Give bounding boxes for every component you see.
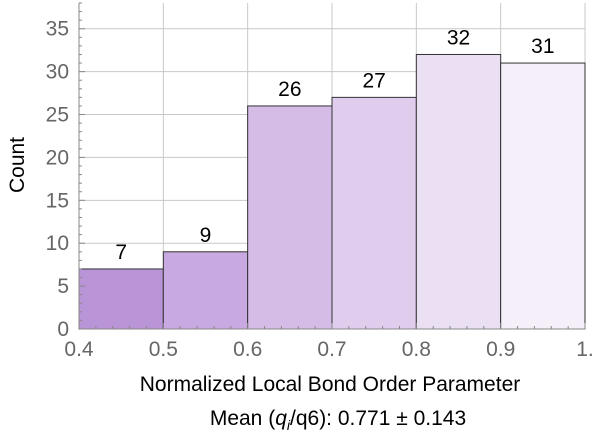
x-tick-label: 0.8	[402, 338, 431, 361]
x-tick-label: 0.6	[233, 338, 262, 361]
histogram-bar	[162, 251, 249, 330]
y-tick-label: 20	[46, 146, 69, 169]
histogram-bar	[415, 53, 502, 330]
axes	[78, 2, 586, 330]
x-axis-title: Normalized Local Bond Order Parameter	[140, 373, 521, 396]
bars	[78, 53, 586, 330]
histogram-bar	[331, 96, 417, 330]
bar-count-label: 7	[115, 241, 127, 264]
bar-count-label: 27	[362, 69, 385, 92]
y-tick-label: 25	[46, 104, 69, 127]
bar-count-label: 31	[531, 35, 554, 58]
x-tick-label: 0.7	[317, 338, 346, 361]
y-axis-title: Count	[6, 137, 29, 193]
tick-labels: 0 5 10 15 20 25 30 35 0.4 0.5 0.6 0.7 0.8 0.9 1.	[46, 18, 594, 361]
x-tick-label: 0.9	[486, 338, 515, 361]
bar-count-label: 9	[200, 224, 212, 247]
y-tick-label: 15	[46, 189, 69, 212]
histogram-bar	[78, 268, 164, 330]
subtitle-suffix: /q6): 0.771 ± 0.143	[290, 407, 466, 430]
bar-count-label: 26	[278, 78, 301, 101]
x-tick-label: 1.	[576, 338, 594, 361]
subtitle-q: q	[275, 407, 287, 430]
y-tick-label: 5	[57, 275, 69, 298]
data-labels: 7 9 26 27 32 31	[115, 26, 554, 263]
y-tick-label: 30	[46, 61, 69, 84]
histogram-bar	[247, 105, 333, 330]
subtitle-subscript: i	[287, 417, 291, 433]
x-tick-label: 0.4	[64, 338, 94, 361]
x-axis-subtitle: Mean (qi/q6): 0.771 ± 0.143	[210, 407, 466, 433]
y-tick-label: 10	[46, 232, 69, 255]
y-tick-label: 0	[57, 318, 69, 341]
x-tick-label: 0.5	[149, 338, 178, 361]
histogram-bar	[500, 62, 586, 330]
bar-count-label: 32	[447, 26, 470, 49]
y-tick-label: 35	[46, 18, 69, 41]
subtitle-prefix: Mean (	[210, 407, 275, 430]
